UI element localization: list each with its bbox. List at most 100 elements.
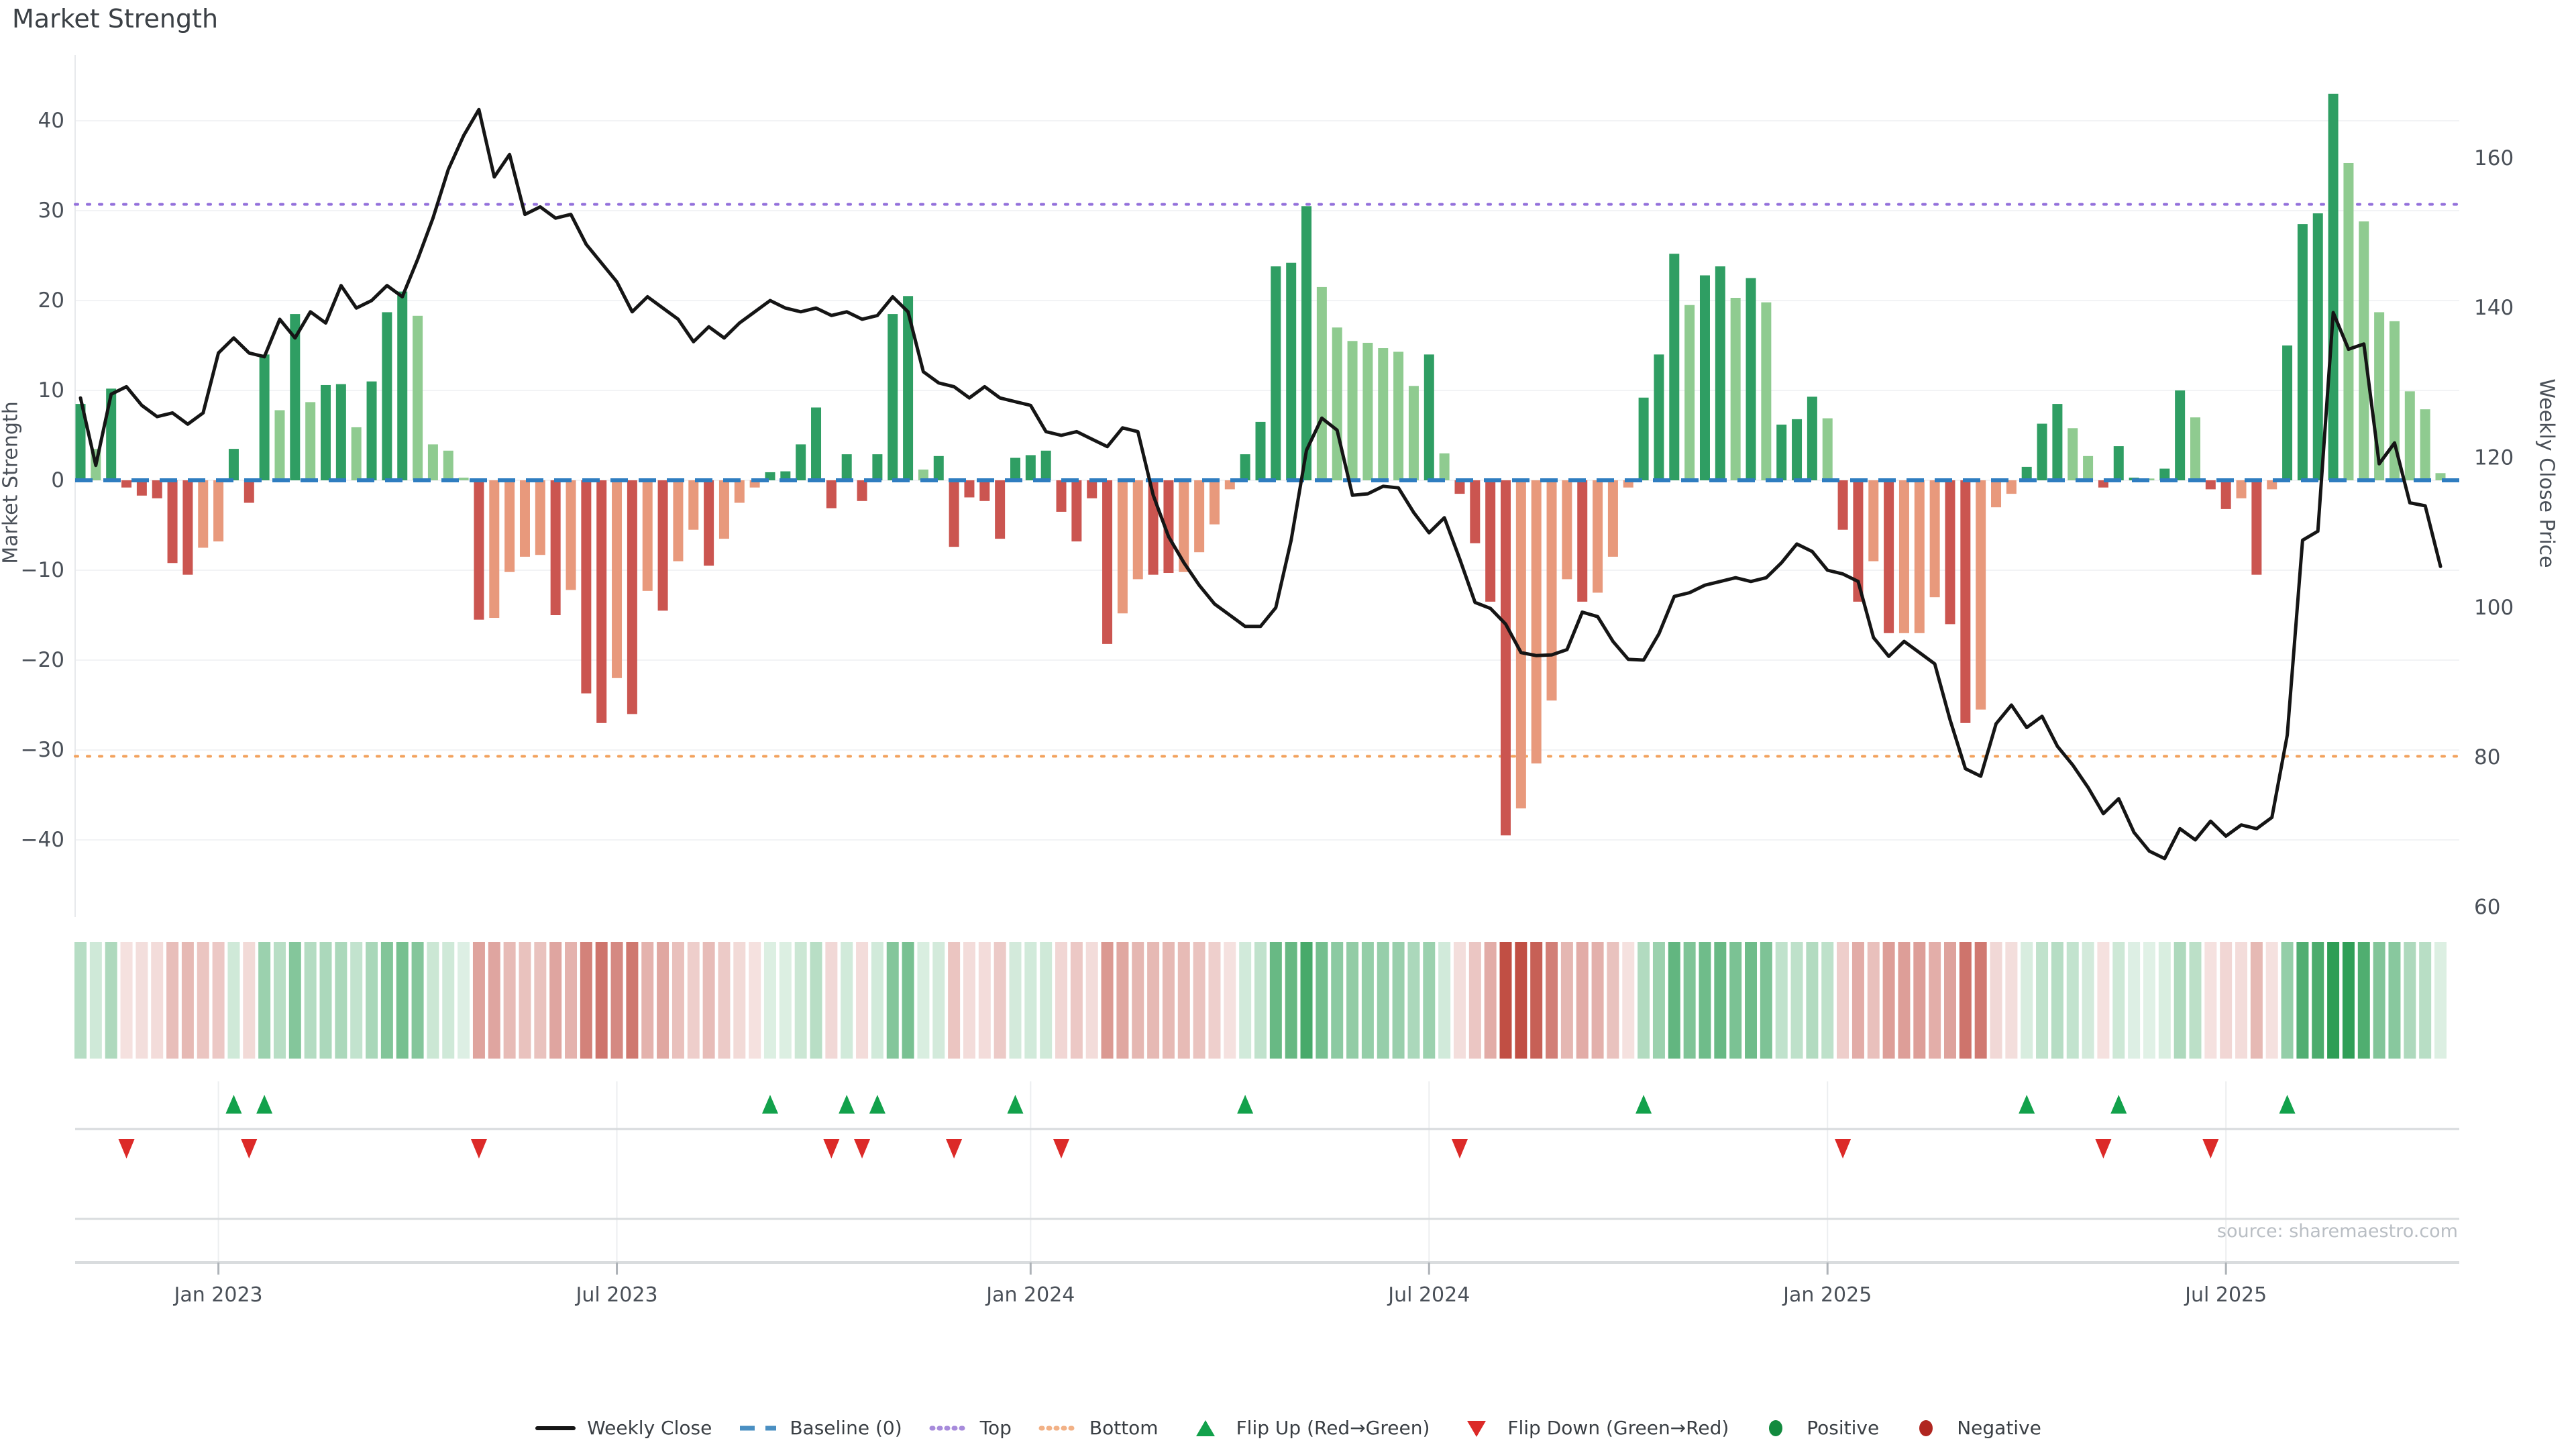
bar-positive — [1746, 278, 1756, 480]
x-axis: Jan 2023 Jul 2023 Jan 2024 Jul 2024 Jan 2025… — [75, 1218, 2459, 1307]
heatmap-cell — [1285, 942, 1297, 1059]
heatmap-cell — [1760, 942, 1772, 1059]
legend-label: Top — [979, 1417, 1012, 1439]
flip-up-icon — [256, 1095, 273, 1114]
bar-positive — [2343, 162, 2354, 481]
bar-negative — [642, 480, 653, 591]
bar-negative — [1209, 480, 1220, 525]
heatmap-cell — [978, 942, 991, 1059]
heatmap-cell — [1943, 942, 1956, 1059]
heatmap-cell — [1499, 942, 1512, 1059]
bar-positive — [228, 449, 239, 480]
bar-positive — [2021, 466, 2032, 480]
bar-positive — [2068, 428, 2078, 480]
flip-up-icon — [761, 1095, 778, 1114]
heatmap-cell — [856, 942, 869, 1059]
bar-negative — [627, 480, 637, 714]
heatmap-cell — [595, 942, 608, 1059]
bar-positive — [1332, 327, 1342, 480]
bar-negative — [2236, 480, 2247, 498]
bar-negative — [198, 480, 209, 548]
dots-swatch-icon — [928, 1418, 971, 1438]
bar-positive — [2052, 404, 2063, 480]
heatmap-cell — [825, 942, 838, 1059]
heatmap-cell — [2296, 942, 2309, 1059]
bar-positive — [259, 354, 270, 480]
bar-positive — [1792, 419, 1803, 480]
dots-swatch-icon — [1037, 1418, 1080, 1438]
heatmap-cell — [1392, 942, 1405, 1059]
heatmap-cell — [932, 942, 945, 1059]
flip-down-icon — [2202, 1139, 2219, 1159]
bar-positive — [1684, 305, 1695, 480]
heatmap-cell — [458, 942, 470, 1059]
bar-positive — [1025, 455, 1036, 480]
bar-negative — [1485, 480, 1496, 602]
left-tick-label: 0 — [51, 468, 64, 492]
bar-positive — [1271, 266, 1281, 480]
heatmap-cell — [1775, 942, 1788, 1059]
reference-lines — [74, 203, 2461, 758]
heatmap-cell — [749, 942, 761, 1059]
heatmap-cell — [335, 942, 347, 1059]
heatmap-cell — [1745, 942, 1758, 1059]
bar-positive — [2175, 390, 2186, 480]
legend-item-6: Positive — [1754, 1417, 1879, 1439]
bar-negative — [704, 480, 714, 566]
heatmap-cell — [1683, 942, 1696, 1059]
bar-negative — [566, 480, 576, 590]
heatmap-cell — [396, 942, 409, 1059]
flip-up-icon — [2279, 1095, 2296, 1114]
flip-markers — [75, 1081, 2459, 1263]
left-tick-label: −30 — [21, 738, 64, 762]
heatmap-cell — [687, 942, 700, 1059]
bar-negative — [596, 480, 607, 723]
heatmap-cell — [1607, 942, 1619, 1059]
heatmap-cell — [917, 942, 930, 1059]
price-line — [78, 107, 2443, 861]
left-tick-label: −20 — [21, 648, 64, 672]
bar-negative — [1898, 480, 1909, 633]
bar-positive — [1316, 286, 1327, 480]
heatmap-cell — [1193, 942, 1205, 1059]
heatmap-cell — [1622, 942, 1635, 1059]
legend-item-3: Bottom — [1037, 1417, 1159, 1439]
heatmap-cell — [1116, 942, 1129, 1059]
left-tick-label: 10 — [38, 378, 64, 402]
bar-negative — [1868, 480, 1879, 561]
bar-positive — [780, 471, 791, 480]
right-tick-label: 140 — [2474, 296, 2514, 320]
heatmap-cell — [2404, 942, 2416, 1059]
triangle-up-swatch-icon — [1184, 1418, 1227, 1438]
heatmap-cell — [151, 942, 164, 1059]
bar-positive — [1408, 386, 1419, 480]
bar-positive — [1638, 397, 1649, 480]
heatmap-cell — [1806, 942, 1819, 1059]
bar-positive — [75, 404, 86, 480]
bar-positive — [443, 450, 453, 480]
legend-label: Flip Up (Red→Green) — [1236, 1417, 1430, 1439]
heatmap-cell — [258, 942, 271, 1059]
bar-negative — [489, 480, 500, 619]
bar-positive — [1730, 297, 1741, 480]
bar-negative — [1056, 480, 1067, 512]
heatmap-cell — [2204, 942, 2217, 1059]
heatmap-cell — [74, 942, 87, 1059]
bar-negative — [2251, 480, 2262, 575]
flip-down-icon — [823, 1139, 840, 1159]
heatmap-cell — [411, 942, 424, 1059]
bar-negative — [1454, 480, 1465, 494]
heatmap-cell — [1515, 942, 1527, 1059]
bar-negative — [949, 480, 959, 547]
heatmap-cell — [1867, 942, 1880, 1059]
heatmap-cell — [1591, 942, 1604, 1059]
bar-negative — [1087, 480, 1097, 498]
heatmap-cell — [2066, 942, 2079, 1059]
heatmap-cell — [2005, 942, 2018, 1059]
heatmap-cell — [243, 942, 256, 1059]
heatmap-cell — [2235, 942, 2248, 1059]
legend-label: Flip Down (Green→Red) — [1507, 1417, 1729, 1439]
bar-negative — [1071, 480, 1082, 542]
flip-up-icon — [869, 1095, 885, 1114]
left-tick-label: 30 — [38, 199, 64, 223]
